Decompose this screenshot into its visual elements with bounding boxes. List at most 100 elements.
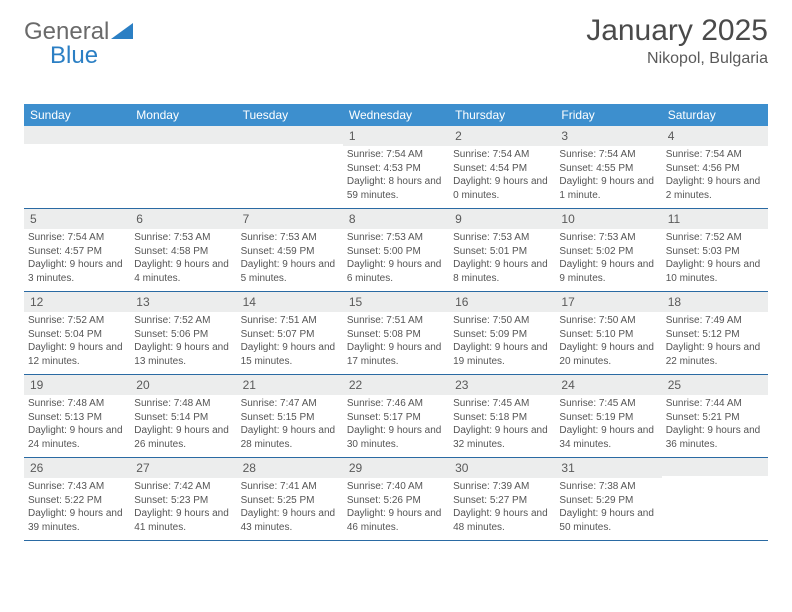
calendar-day: 28Sunrise: 7:41 AMSunset: 5:25 PMDayligh… — [237, 458, 343, 540]
sunrise-text: Sunrise: 7:46 AM — [347, 397, 445, 411]
sunrise-text: Sunrise: 7:41 AM — [241, 480, 339, 494]
sunrise-text: Sunrise: 7:45 AM — [453, 397, 551, 411]
day-number: 10 — [555, 209, 661, 229]
sunset-text: Sunset: 5:07 PM — [241, 328, 339, 342]
sunset-text: Sunset: 4:59 PM — [241, 245, 339, 259]
sunrise-text: Sunrise: 7:39 AM — [453, 480, 551, 494]
daylight-text: Daylight: 9 hours and 0 minutes. — [453, 175, 551, 202]
day-number: 31 — [555, 458, 661, 478]
calendar-day: 17Sunrise: 7:50 AMSunset: 5:10 PMDayligh… — [555, 292, 661, 374]
day-number: 7 — [237, 209, 343, 229]
daylight-text: Daylight: 9 hours and 3 minutes. — [28, 258, 126, 285]
calendar-day — [237, 126, 343, 208]
daylight-text: Daylight: 9 hours and 34 minutes. — [559, 424, 657, 451]
day-number: 6 — [130, 209, 236, 229]
sunrise-text: Sunrise: 7:53 AM — [559, 231, 657, 245]
day-header: Sunday — [24, 104, 130, 126]
day-number: 15 — [343, 292, 449, 312]
daylight-text: Daylight: 9 hours and 30 minutes. — [347, 424, 445, 451]
day-number: 11 — [662, 209, 768, 229]
day-number — [237, 126, 343, 144]
sunset-text: Sunset: 5:09 PM — [453, 328, 551, 342]
sunset-text: Sunset: 5:10 PM — [559, 328, 657, 342]
sunset-text: Sunset: 5:15 PM — [241, 411, 339, 425]
calendar-day: 29Sunrise: 7:40 AMSunset: 5:26 PMDayligh… — [343, 458, 449, 540]
sunrise-text: Sunrise: 7:42 AM — [134, 480, 232, 494]
title-block: January 2025 Nikopol, Bulgaria — [586, 14, 768, 68]
day-number: 1 — [343, 126, 449, 146]
sunset-text: Sunset: 5:06 PM — [134, 328, 232, 342]
day-header: Saturday — [662, 104, 768, 126]
sunrise-text: Sunrise: 7:54 AM — [347, 148, 445, 162]
sunset-text: Sunset: 5:29 PM — [559, 494, 657, 508]
day-number — [130, 126, 236, 144]
logo-text-blue: Blue — [50, 42, 98, 70]
sunset-text: Sunset: 4:57 PM — [28, 245, 126, 259]
calendar-day: 25Sunrise: 7:44 AMSunset: 5:21 PMDayligh… — [662, 375, 768, 457]
day-number — [24, 126, 130, 144]
daylight-text: Daylight: 9 hours and 39 minutes. — [28, 507, 126, 534]
day-number: 30 — [449, 458, 555, 478]
day-header: Friday — [555, 104, 661, 126]
calendar-day: 12Sunrise: 7:52 AMSunset: 5:04 PMDayligh… — [24, 292, 130, 374]
daylight-text: Daylight: 9 hours and 32 minutes. — [453, 424, 551, 451]
daylight-text: Daylight: 9 hours and 26 minutes. — [134, 424, 232, 451]
daylight-text: Daylight: 8 hours and 59 minutes. — [347, 175, 445, 202]
day-number: 8 — [343, 209, 449, 229]
calendar-day: 10Sunrise: 7:53 AMSunset: 5:02 PMDayligh… — [555, 209, 661, 291]
daylight-text: Daylight: 9 hours and 15 minutes. — [241, 341, 339, 368]
sunrise-text: Sunrise: 7:48 AM — [28, 397, 126, 411]
sunset-text: Sunset: 5:27 PM — [453, 494, 551, 508]
calendar-week: 12Sunrise: 7:52 AMSunset: 5:04 PMDayligh… — [24, 292, 768, 375]
calendar-week: 19Sunrise: 7:48 AMSunset: 5:13 PMDayligh… — [24, 375, 768, 458]
day-number: 23 — [449, 375, 555, 395]
sunrise-text: Sunrise: 7:44 AM — [666, 397, 764, 411]
calendar-week: 26Sunrise: 7:43 AMSunset: 5:22 PMDayligh… — [24, 458, 768, 541]
daylight-text: Daylight: 9 hours and 17 minutes. — [347, 341, 445, 368]
daylight-text: Daylight: 9 hours and 4 minutes. — [134, 258, 232, 285]
daylight-text: Daylight: 9 hours and 46 minutes. — [347, 507, 445, 534]
calendar-day: 31Sunrise: 7:38 AMSunset: 5:29 PMDayligh… — [555, 458, 661, 540]
day-number: 28 — [237, 458, 343, 478]
calendar-week: 1Sunrise: 7:54 AMSunset: 4:53 PMDaylight… — [24, 126, 768, 209]
daylight-text: Daylight: 9 hours and 12 minutes. — [28, 341, 126, 368]
calendar-day: 27Sunrise: 7:42 AMSunset: 5:23 PMDayligh… — [130, 458, 236, 540]
sunrise-text: Sunrise: 7:52 AM — [134, 314, 232, 328]
calendar-header-row: Sunday Monday Tuesday Wednesday Thursday… — [24, 104, 768, 126]
daylight-text: Daylight: 9 hours and 5 minutes. — [241, 258, 339, 285]
calendar-day: 15Sunrise: 7:51 AMSunset: 5:08 PMDayligh… — [343, 292, 449, 374]
sunrise-text: Sunrise: 7:51 AM — [347, 314, 445, 328]
daylight-text: Daylight: 9 hours and 6 minutes. — [347, 258, 445, 285]
day-header: Thursday — [449, 104, 555, 126]
sunrise-text: Sunrise: 7:48 AM — [134, 397, 232, 411]
sunrise-text: Sunrise: 7:45 AM — [559, 397, 657, 411]
day-number: 12 — [24, 292, 130, 312]
calendar-day: 19Sunrise: 7:48 AMSunset: 5:13 PMDayligh… — [24, 375, 130, 457]
calendar-day: 24Sunrise: 7:45 AMSunset: 5:19 PMDayligh… — [555, 375, 661, 457]
day-number: 16 — [449, 292, 555, 312]
sunset-text: Sunset: 4:55 PM — [559, 162, 657, 176]
sunrise-text: Sunrise: 7:52 AM — [28, 314, 126, 328]
day-header: Wednesday — [343, 104, 449, 126]
sunset-text: Sunset: 5:12 PM — [666, 328, 764, 342]
day-header: Monday — [130, 104, 236, 126]
sunset-text: Sunset: 5:21 PM — [666, 411, 764, 425]
sunrise-text: Sunrise: 7:54 AM — [28, 231, 126, 245]
calendar-day: 26Sunrise: 7:43 AMSunset: 5:22 PMDayligh… — [24, 458, 130, 540]
sunset-text: Sunset: 5:19 PM — [559, 411, 657, 425]
day-number: 3 — [555, 126, 661, 146]
day-number: 29 — [343, 458, 449, 478]
day-number: 13 — [130, 292, 236, 312]
sunset-text: Sunset: 5:13 PM — [28, 411, 126, 425]
sunrise-text: Sunrise: 7:49 AM — [666, 314, 764, 328]
day-number: 27 — [130, 458, 236, 478]
daylight-text: Daylight: 9 hours and 19 minutes. — [453, 341, 551, 368]
calendar-day — [662, 458, 768, 540]
sunrise-text: Sunrise: 7:53 AM — [453, 231, 551, 245]
sunset-text: Sunset: 5:00 PM — [347, 245, 445, 259]
sunset-text: Sunset: 5:01 PM — [453, 245, 551, 259]
calendar-day: 8Sunrise: 7:53 AMSunset: 5:00 PMDaylight… — [343, 209, 449, 291]
day-number: 26 — [24, 458, 130, 478]
day-header: Tuesday — [237, 104, 343, 126]
daylight-text: Daylight: 9 hours and 10 minutes. — [666, 258, 764, 285]
